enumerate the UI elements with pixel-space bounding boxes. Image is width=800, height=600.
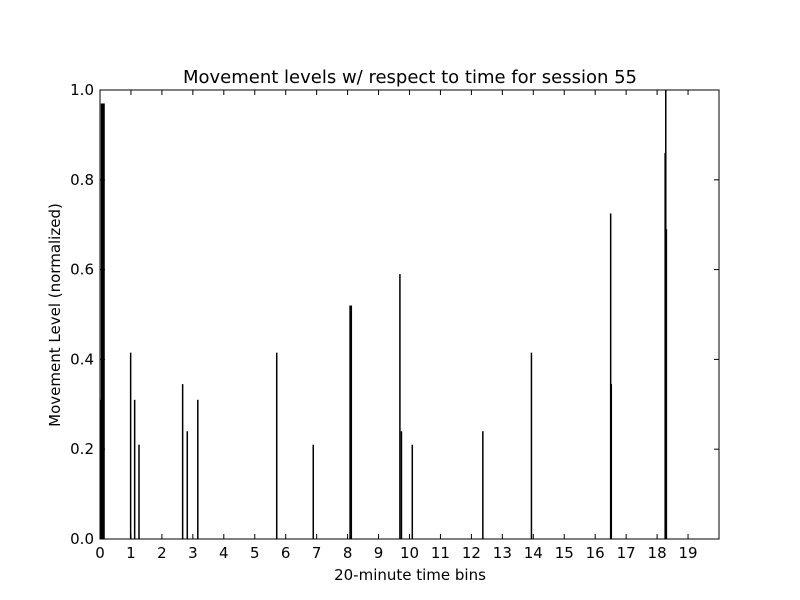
x-tick-label: 11 bbox=[431, 544, 450, 562]
x-tick-label: 19 bbox=[679, 544, 698, 562]
y-axis-label: Movement Level (normalized) bbox=[46, 203, 64, 427]
x-tick-label: 5 bbox=[250, 544, 260, 562]
y-tick-label: 0.2 bbox=[70, 440, 94, 458]
x-tick-label: 8 bbox=[343, 544, 353, 562]
x-tick-label: 14 bbox=[524, 544, 543, 562]
x-tick-label: 12 bbox=[462, 544, 481, 562]
y-tick-label: 0.4 bbox=[70, 350, 94, 368]
x-tick-label: 18 bbox=[648, 544, 667, 562]
bar bbox=[665, 229, 668, 539]
bar bbox=[610, 384, 613, 539]
chart-title: Movement levels w/ respect to time for s… bbox=[183, 67, 637, 88]
bar bbox=[181, 384, 184, 539]
x-axis-label: 20-minute time bins bbox=[334, 566, 486, 584]
bar bbox=[482, 431, 484, 539]
axes-layer: 0 1 2 3 4 5 6 7 8 9 10 11 12 13 14 15 16 17 18 190.00.20.40… bbox=[70, 81, 720, 562]
y-tick-label: 0.0 bbox=[70, 530, 94, 548]
x-tick-label: 3 bbox=[188, 544, 198, 562]
y-tick-label: 1.0 bbox=[70, 81, 94, 99]
x-tick-label: 2 bbox=[157, 544, 167, 562]
x-tick-label: 9 bbox=[374, 544, 384, 562]
bar bbox=[530, 352, 533, 539]
bar bbox=[103, 103, 105, 539]
bar bbox=[129, 352, 132, 539]
bar bbox=[399, 274, 401, 539]
bar bbox=[411, 444, 414, 539]
x-tick-label: 1 bbox=[126, 544, 136, 562]
x-tick-label: 7 bbox=[312, 544, 322, 562]
y-tick-label: 0.6 bbox=[70, 261, 94, 279]
bar bbox=[197, 399, 199, 539]
x-tick-label: 4 bbox=[219, 544, 229, 562]
bar bbox=[350, 305, 353, 539]
bar bbox=[138, 444, 140, 539]
bar bbox=[312, 444, 314, 539]
x-tick-label: 15 bbox=[555, 544, 574, 562]
x-tick-label: 17 bbox=[617, 544, 636, 562]
y-tick-label: 0.8 bbox=[70, 171, 94, 189]
bar bbox=[99, 399, 102, 539]
bar bbox=[186, 431, 189, 539]
bars-layer bbox=[99, 90, 668, 540]
x-tick-label: 0 bbox=[95, 544, 105, 562]
bar bbox=[400, 431, 403, 539]
plot-frame bbox=[99, 89, 720, 540]
x-tick-label: 16 bbox=[586, 544, 605, 562]
x-tick-label: 13 bbox=[493, 544, 512, 562]
x-tick-label: 6 bbox=[281, 544, 291, 562]
bar bbox=[349, 305, 351, 539]
x-tick-label: 10 bbox=[400, 544, 419, 562]
bar bbox=[609, 213, 612, 540]
bar bbox=[133, 399, 136, 539]
bar bbox=[275, 352, 278, 539]
